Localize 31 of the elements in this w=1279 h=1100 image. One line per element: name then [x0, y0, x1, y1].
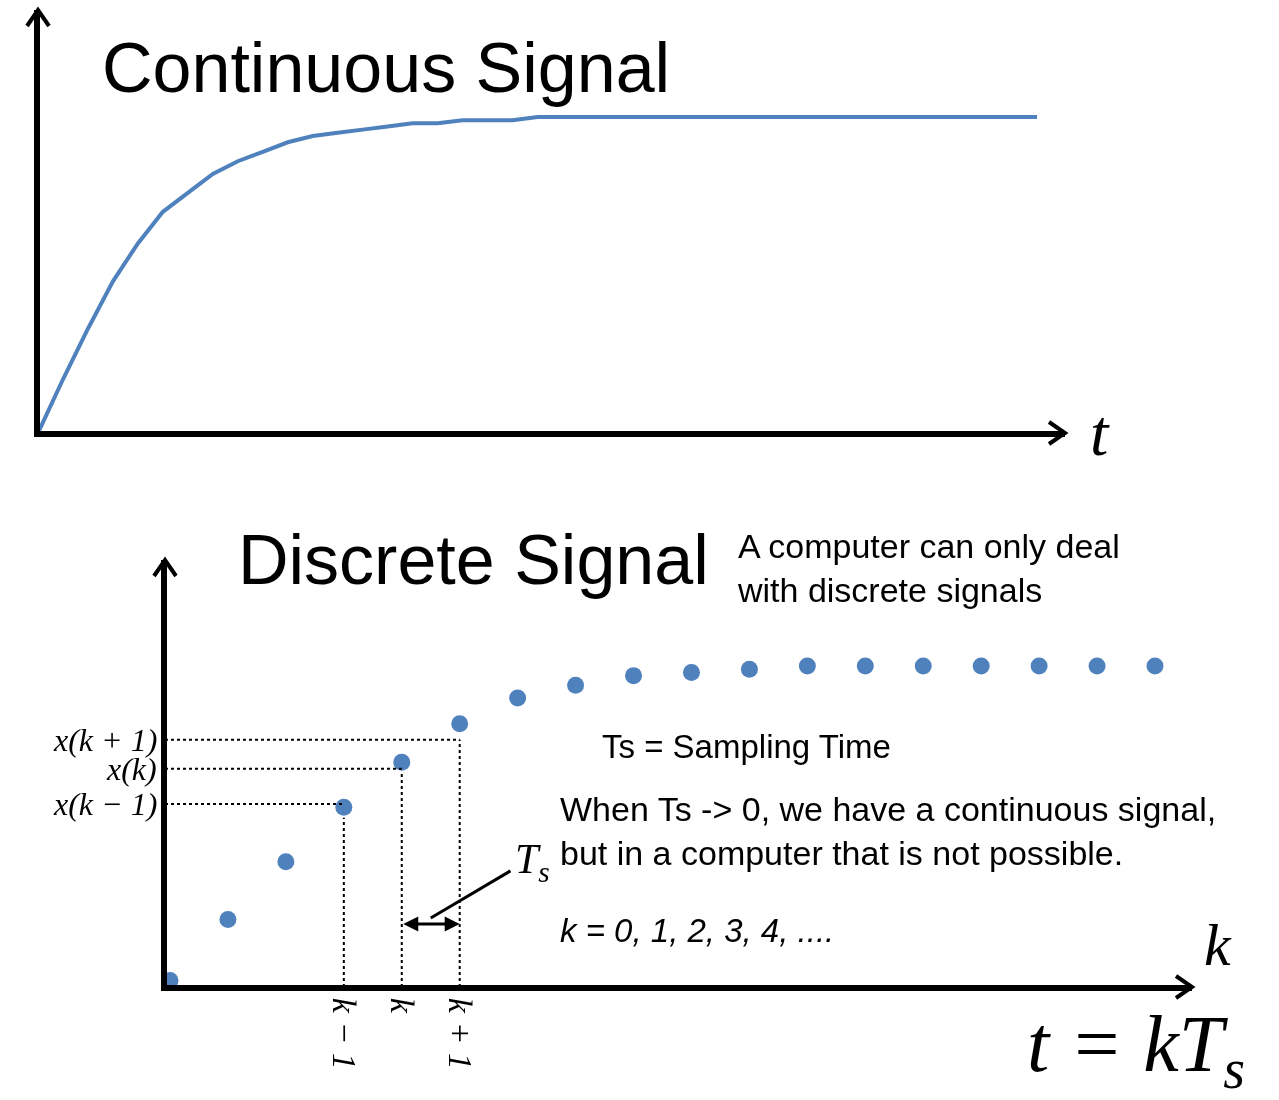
x-tick-label: k [383, 997, 421, 1014]
chart-title: Continuous Signal [102, 29, 671, 107]
annotation: k = 0, 1, 2, 3, 4, .... [560, 912, 835, 949]
x-tick-label: k + 1 [441, 997, 479, 1070]
chart-title: Discrete Signal [238, 521, 709, 599]
annotation: Ts = Sampling Time [602, 728, 891, 765]
point [625, 667, 643, 685]
point [740, 660, 758, 678]
point [277, 853, 295, 871]
point [1146, 657, 1164, 675]
text: t = kT$_{s}$ [1027, 1000, 1246, 1100]
annotation: When Ts -> 0, we have a continuous signal, but in a computer that is not possible. [560, 790, 1217, 873]
point [1088, 657, 1106, 675]
point [335, 798, 353, 816]
chart-subtitle: A computer can only deal with discrete signals [737, 527, 1120, 610]
point [856, 657, 874, 675]
x-tick-label: k − 1 [325, 997, 363, 1070]
point [914, 657, 932, 675]
x-axis-title: k [1204, 912, 1232, 978]
point [451, 715, 469, 733]
point [798, 657, 816, 675]
annotation: T$_{s}$ [515, 836, 550, 888]
point [393, 753, 411, 771]
point [972, 657, 990, 675]
point [1030, 657, 1048, 675]
ref-line-label: x(k − 1) [53, 786, 158, 822]
point [509, 689, 527, 707]
point [219, 911, 237, 929]
point [682, 663, 700, 681]
point [567, 676, 585, 694]
x-axis-title: t [1090, 396, 1110, 469]
